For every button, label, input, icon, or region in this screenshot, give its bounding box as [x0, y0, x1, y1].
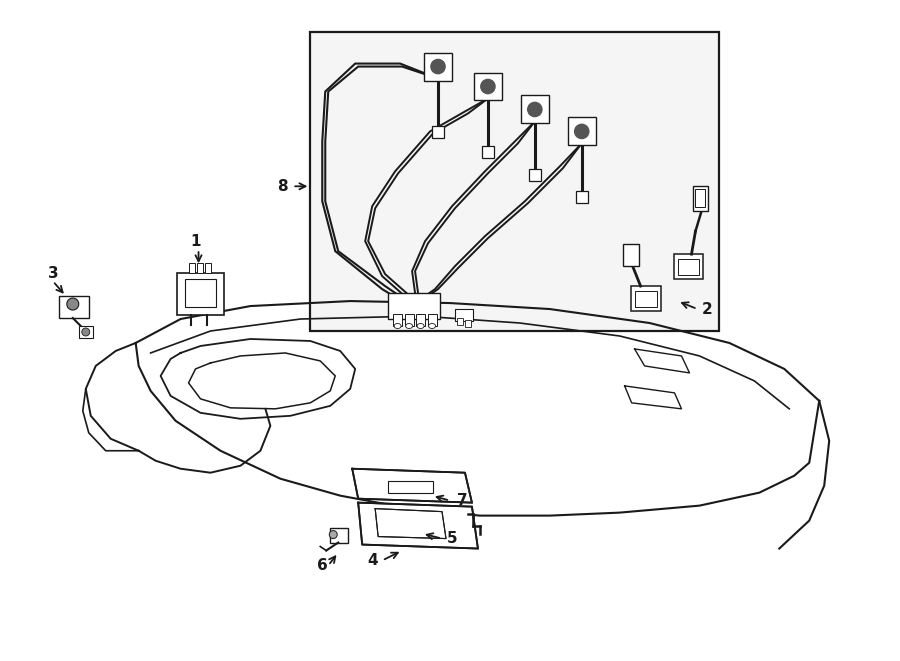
- Circle shape: [67, 298, 79, 310]
- Circle shape: [82, 328, 90, 336]
- Ellipse shape: [394, 323, 401, 329]
- Bar: [673, 254, 704, 279]
- Bar: [634, 291, 657, 307]
- Bar: [310, 32, 719, 331]
- Bar: [58, 296, 89, 318]
- Bar: [176, 273, 224, 315]
- Circle shape: [481, 79, 495, 93]
- Polygon shape: [375, 508, 446, 539]
- Circle shape: [431, 59, 445, 73]
- Bar: [474, 73, 502, 100]
- Bar: [465, 320, 471, 327]
- Bar: [204, 263, 211, 273]
- Bar: [196, 263, 202, 273]
- Bar: [428, 314, 436, 326]
- Text: 4: 4: [367, 553, 377, 568]
- Bar: [529, 169, 541, 181]
- Circle shape: [527, 102, 542, 116]
- Circle shape: [329, 531, 338, 539]
- Bar: [482, 146, 494, 159]
- Bar: [696, 189, 706, 208]
- Bar: [330, 527, 348, 543]
- Text: 2: 2: [702, 301, 713, 317]
- Bar: [432, 126, 444, 138]
- Text: 3: 3: [48, 266, 58, 281]
- Polygon shape: [352, 469, 472, 502]
- Text: 1: 1: [190, 234, 201, 249]
- Bar: [416, 314, 425, 326]
- Bar: [189, 263, 194, 273]
- Ellipse shape: [406, 323, 412, 329]
- Bar: [405, 314, 414, 326]
- Bar: [521, 95, 549, 124]
- Bar: [678, 259, 699, 275]
- Bar: [184, 279, 217, 307]
- Bar: [393, 314, 402, 326]
- Polygon shape: [358, 502, 478, 549]
- Bar: [455, 309, 473, 321]
- Bar: [424, 53, 452, 81]
- Bar: [623, 244, 639, 266]
- Text: 5: 5: [446, 531, 457, 546]
- Circle shape: [575, 124, 589, 138]
- Bar: [457, 318, 463, 325]
- Text: 7: 7: [456, 493, 467, 508]
- Text: 6: 6: [317, 558, 328, 573]
- Ellipse shape: [428, 323, 436, 329]
- Bar: [79, 326, 93, 338]
- Bar: [576, 191, 588, 204]
- Bar: [568, 118, 596, 145]
- Bar: [388, 293, 440, 319]
- Bar: [388, 481, 433, 492]
- Ellipse shape: [417, 323, 424, 329]
- Bar: [694, 186, 708, 212]
- Text: 8: 8: [277, 179, 288, 194]
- Bar: [631, 286, 661, 311]
